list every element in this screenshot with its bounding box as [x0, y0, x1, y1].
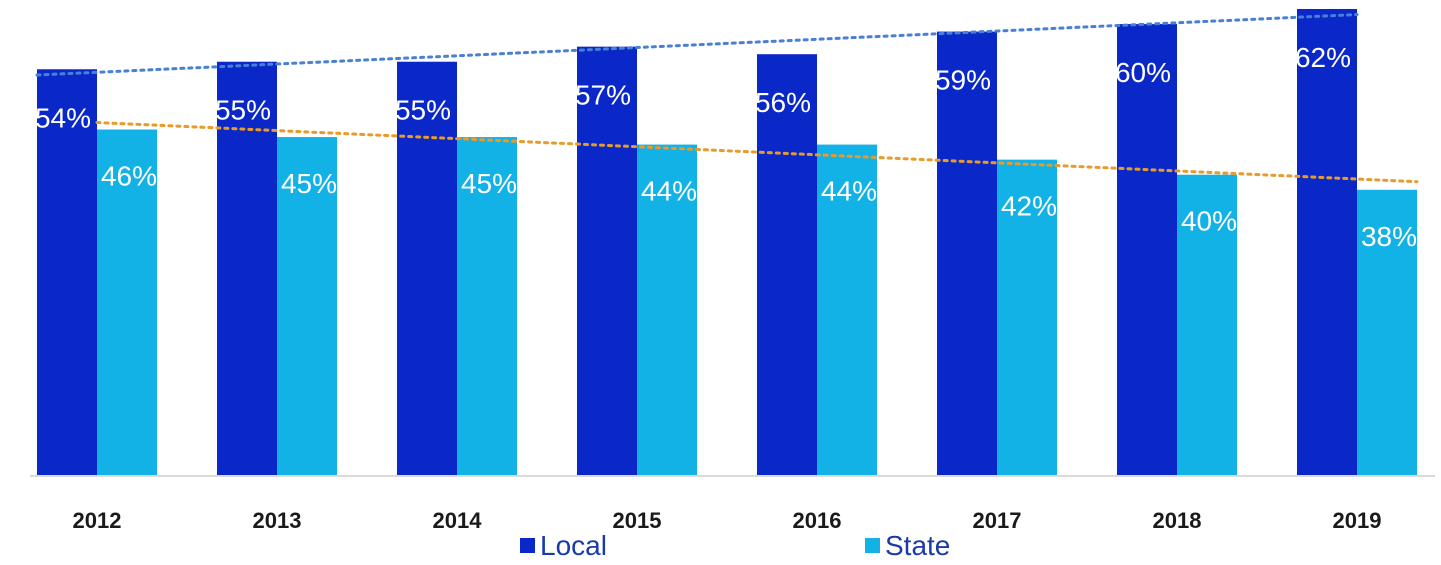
data-label-local-2012: 54%: [35, 102, 91, 133]
data-label-state-2017: 42%: [1001, 191, 1057, 222]
bar-local-2015: [577, 47, 637, 476]
x-tick-label-2018: 2018: [1153, 508, 1202, 533]
x-tick-label-2013: 2013: [253, 508, 302, 533]
legend-swatch-state: [865, 538, 880, 553]
x-tick-label-2019: 2019: [1333, 508, 1382, 533]
data-label-state-2016: 44%: [821, 176, 877, 207]
data-label-state-2013: 45%: [281, 168, 337, 199]
data-label-state-2012: 46%: [101, 161, 157, 192]
data-label-local-2015: 57%: [575, 80, 631, 111]
bar-local-2018: [1117, 24, 1177, 476]
data-label-state-2015: 44%: [641, 176, 697, 207]
x-tick-label-2014: 2014: [433, 508, 483, 533]
x-tick-label-2015: 2015: [613, 508, 662, 533]
bars-group: [37, 9, 1417, 476]
data-label-local-2019: 62%: [1295, 42, 1351, 73]
legend-label-state: State: [885, 530, 950, 561]
data-label-state-2019: 38%: [1361, 221, 1417, 252]
x-tick-label-2012: 2012: [73, 508, 122, 533]
data-label-local-2013: 55%: [215, 95, 271, 126]
x-tick-label-2016: 2016: [793, 508, 842, 533]
data-label-local-2014: 55%: [395, 95, 451, 126]
bar-local-2017: [937, 32, 997, 476]
x-tick-labels-group: 2012 2013 2014 2015 2016 2017 2018 2019: [73, 508, 1382, 533]
data-label-local-2016: 56%: [755, 87, 811, 118]
data-label-local-2018: 60%: [1115, 57, 1171, 88]
x-tick-label-2017: 2017: [973, 508, 1022, 533]
data-label-local-2017: 59%: [935, 65, 991, 96]
legend-label-local: Local: [540, 530, 607, 561]
bar-local-2019: [1297, 9, 1357, 476]
data-label-state-2018: 40%: [1181, 206, 1237, 237]
legend: Local State: [520, 530, 950, 561]
data-label-state-2014: 45%: [461, 168, 517, 199]
legend-swatch-local: [520, 538, 535, 553]
